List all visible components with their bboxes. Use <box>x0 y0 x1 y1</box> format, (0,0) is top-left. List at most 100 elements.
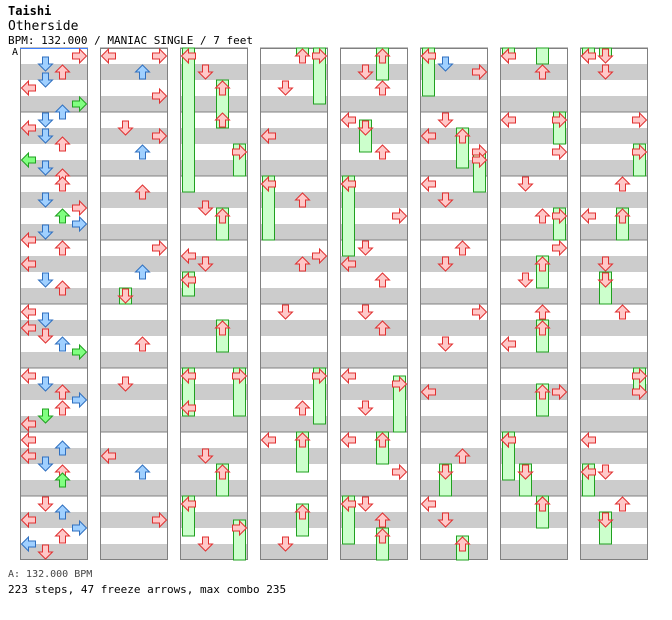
step-arrow-up <box>54 504 71 520</box>
beat-stripe <box>340 384 408 400</box>
beat-stripe <box>580 160 648 176</box>
step-arrow-left <box>20 119 36 137</box>
step-arrow-up <box>134 336 151 352</box>
beat-stripe <box>340 128 408 144</box>
beat-stripe <box>100 384 168 400</box>
beat-stripe <box>340 512 408 528</box>
beat-stripe <box>260 224 328 240</box>
bpm-marker-label: A <box>12 47 19 58</box>
step-arrow-down <box>37 376 54 392</box>
freeze-arrow-head-up <box>214 80 231 96</box>
freeze-arrow-head-down <box>517 464 534 480</box>
beat-stripe <box>500 480 568 496</box>
beat-stripe <box>340 256 408 272</box>
column-border <box>340 48 408 560</box>
step-arrow-up <box>134 464 151 480</box>
freeze-arrow-head-right <box>312 367 328 385</box>
step-arrow-right <box>72 343 88 361</box>
freeze-arrow-body <box>536 47 549 65</box>
song-title: Otherside <box>8 19 79 34</box>
step-arrow-right <box>472 303 488 321</box>
beat-stripe <box>500 352 568 368</box>
step-arrow-left <box>580 431 596 449</box>
beat-stripe <box>500 544 568 560</box>
freeze-arrow-body <box>342 175 355 257</box>
beat-stripe <box>260 320 328 336</box>
step-arrow-right <box>552 239 568 257</box>
step-arrow-down <box>437 336 454 352</box>
step-arrow-right <box>72 519 88 537</box>
beat-stripe <box>100 352 168 368</box>
step-arrow-down <box>37 408 54 424</box>
song-artist: Taishi <box>8 4 52 18</box>
beat-stripe <box>340 544 408 560</box>
step-arrow-up <box>534 304 551 320</box>
beat-stripe <box>580 480 648 496</box>
freeze-arrow-head-down <box>597 512 614 528</box>
beat-stripe <box>20 288 88 304</box>
freeze-arrow-head-right <box>232 519 248 537</box>
beat-stripe <box>100 192 168 208</box>
freeze-arrow-head-right <box>232 367 248 385</box>
beat-stripe <box>20 544 88 560</box>
beat-stripe <box>20 352 88 368</box>
step-arrow-down <box>277 536 294 552</box>
freeze-arrow-head-up <box>214 464 231 480</box>
step-arrow-up <box>374 320 391 336</box>
freeze-arrow-head-left <box>260 175 276 193</box>
beat-stripe <box>100 480 168 496</box>
step-arrow-down <box>37 544 54 560</box>
step-arrow-down <box>117 376 134 392</box>
beat-stripe <box>580 352 648 368</box>
step-arrow-left <box>420 175 436 193</box>
beat-stripe <box>340 320 408 336</box>
freeze-arrow-head-up <box>614 208 631 224</box>
beat-stripe <box>100 288 168 304</box>
beat-stripe <box>500 160 568 176</box>
beat-stripe <box>20 64 88 80</box>
step-arrow-left <box>180 247 196 265</box>
beat-stripe <box>580 64 648 80</box>
freeze-arrow-head-left <box>500 431 516 449</box>
beat-stripe <box>20 256 88 272</box>
step-arrow-up <box>54 208 71 224</box>
step-arrow-down <box>197 448 214 464</box>
beat-stripe <box>180 544 248 560</box>
beat-stripe <box>340 480 408 496</box>
step-arrow-right <box>152 87 168 105</box>
chart-summary: 223 steps, 47 freeze arrows, max combo 2… <box>8 583 287 596</box>
step-arrow-left <box>100 47 116 65</box>
freeze-arrow-head-right <box>632 143 648 161</box>
step-arrow-up <box>134 184 151 200</box>
freeze-arrow-head-left <box>420 47 436 65</box>
freeze-arrow-head-down <box>437 464 454 480</box>
step-arrow-left <box>420 495 436 513</box>
beat-stripe <box>180 320 248 336</box>
step-arrow-down <box>37 272 54 288</box>
step-arrow-up <box>614 496 631 512</box>
beat-stripe <box>260 512 328 528</box>
beat-stripe <box>260 384 328 400</box>
freeze-arrow-head-right <box>392 375 408 393</box>
step-arrow-up <box>534 64 551 80</box>
step-arrow-up <box>134 64 151 80</box>
beat-stripe <box>420 256 488 272</box>
step-arrow-left <box>20 431 36 449</box>
step-arrow-up <box>54 240 71 256</box>
step-arrow-left <box>20 231 36 249</box>
beat-stripe <box>260 416 328 432</box>
step-arrow-left <box>340 367 356 385</box>
beat-stripe <box>580 320 648 336</box>
column-border <box>420 48 488 560</box>
freeze-arrow-head-up <box>374 432 391 448</box>
beat-stripe <box>20 128 88 144</box>
step-arrow-up <box>54 384 71 400</box>
step-arrow-left <box>580 207 596 225</box>
step-arrow-up <box>374 512 391 528</box>
step-arrow-down <box>437 112 454 128</box>
step-arrow-down <box>37 160 54 176</box>
freeze-arrow-head-down <box>357 120 374 136</box>
beat-stripe <box>180 384 248 400</box>
step-arrow-left <box>20 319 36 337</box>
freeze-arrow-head-left <box>180 367 196 385</box>
